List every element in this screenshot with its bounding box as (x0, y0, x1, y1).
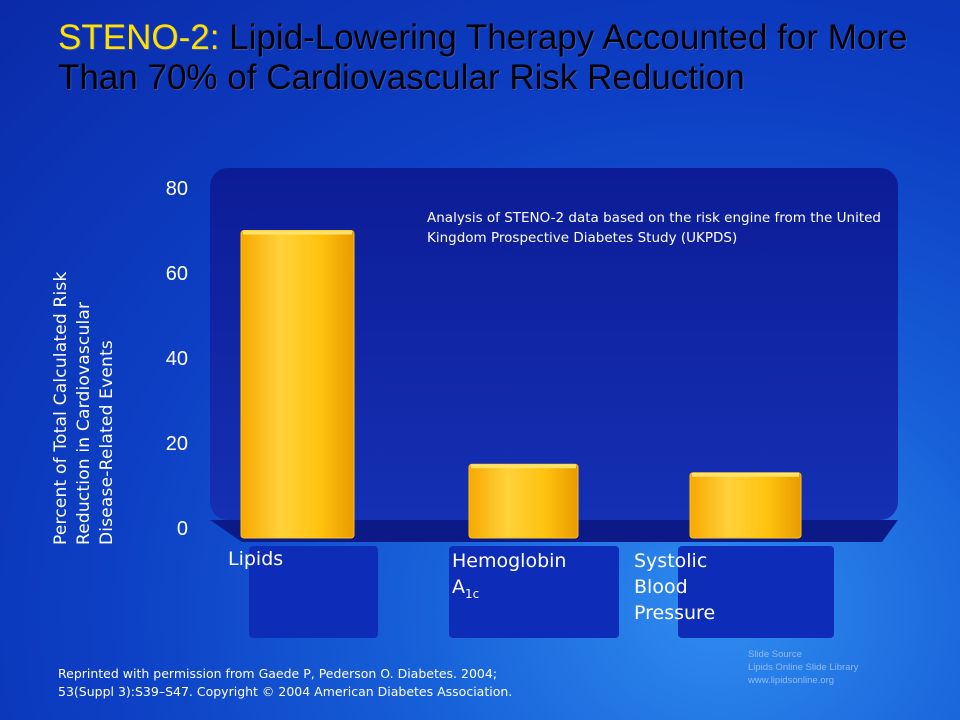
y-axis-label: Percent of Total Calculated Risk Reducti… (50, 215, 130, 546)
category-box-lipids (249, 546, 378, 638)
source-line: Slide Source (748, 649, 802, 660)
bar-top-highlight-0 (243, 230, 352, 235)
chart-annotation: Analysis of STENO-2 data based on the ri… (427, 210, 881, 246)
y-tick-label: 80 (166, 178, 188, 200)
y-tick-label: 20 (166, 433, 188, 455)
slide-title: STENO-2: Lipid-Lowering Therapy Accounte… (58, 18, 948, 98)
slide-source: Slide Source Lipids Online Slide Library… (748, 648, 948, 687)
y-axis-label-line: Disease-Related Events (97, 340, 117, 545)
category-label-text: Pressure (634, 602, 716, 624)
citation-line: 53(Suppl 3):S39–S47. Copyright © 2004 Am… (58, 684, 513, 699)
category-label-text: Systolic (634, 550, 708, 572)
title-line2: Than 70% of Cardiovascular Risk Reductio… (58, 58, 745, 97)
category-label-sbp: Systolic Blood Pressure (634, 548, 715, 626)
category-label-lipids: Lipids (228, 546, 283, 572)
category-label-text: Hemoglobin (452, 550, 567, 572)
bar-top-highlight-1 (471, 464, 576, 469)
category-label-hba1c: Hemoglobin A1c (452, 548, 566, 607)
source-line: Lipids Online Slide Library (748, 662, 859, 673)
y-axis-label-line: Percent of Total Calculated Risk (51, 271, 71, 546)
category-box-hba1c (449, 546, 619, 638)
title-lead: STENO-2: (58, 18, 220, 57)
y-tick-label: 0 (177, 518, 188, 540)
plot-panel (210, 168, 898, 520)
bar-2 (689, 472, 802, 539)
category-label-text: A (452, 576, 465, 598)
bar-top-highlight-2 (692, 472, 799, 477)
category-label-text: Lipids (228, 548, 284, 570)
citation-line: Reprinted with permission from Gaede P, … (58, 666, 498, 681)
category-label-subscript: 1c (465, 586, 480, 601)
bar-0 (240, 230, 355, 539)
source-line: www.lipidsonline.org (748, 675, 835, 686)
citation-footer: Reprinted with permission from Gaede P, … (58, 665, 698, 701)
y-tick-label: 60 (166, 263, 188, 285)
title-line1: Lipid-Lowering Therapy Accounted for Mor… (219, 18, 908, 57)
y-tick-label: 40 (166, 348, 188, 370)
category-box-sbp (678, 546, 834, 638)
category-label-text: Blood (634, 576, 688, 598)
bar-1 (468, 463, 579, 539)
y-axis-label-line: Reduction in Cardiovascular (74, 301, 94, 545)
